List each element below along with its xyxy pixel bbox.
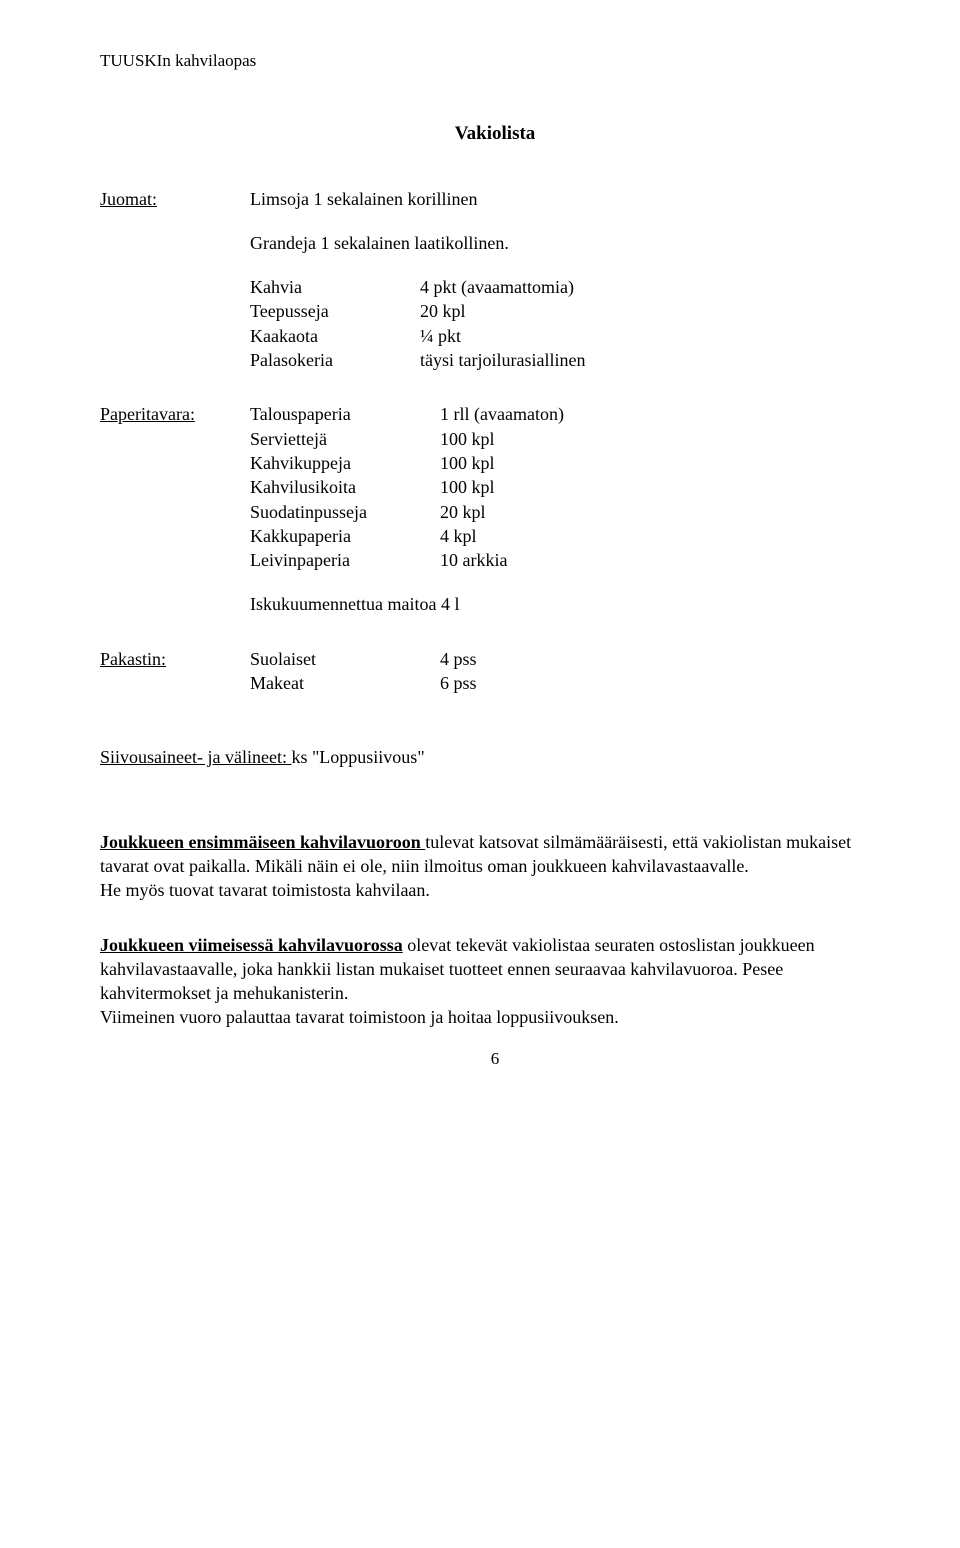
item-qty: 100 kpl bbox=[440, 451, 495, 475]
para2-lead: Joukkueen viimeisessä kahvilavuorossa bbox=[100, 935, 403, 955]
paperitavara-item: Leivinpaperia 10 arkkia bbox=[250, 548, 564, 572]
item-name: Leivinpaperia bbox=[250, 548, 440, 572]
juomat-label: Juomat: bbox=[100, 187, 250, 211]
para1-lead: Joukkueen ensimmäiseen kahvilavuoroon bbox=[100, 832, 425, 852]
section-pakastin: Pakastin: Suolaiset 4 pss Makeat 6 pss bbox=[100, 647, 890, 696]
section-paperitavara: Paperitavara: Talouspaperia 1 rll (avaam… bbox=[100, 402, 890, 616]
paperitavara-item: Kahvikuppeja 100 kpl bbox=[250, 451, 564, 475]
para2-line2: Viimeinen vuoro palauttaa tavarat toimis… bbox=[100, 1007, 619, 1027]
section-siivous: Siivousaineet- ja välineet: ks "Loppusii… bbox=[100, 745, 890, 769]
item-name: Kahvia bbox=[250, 275, 420, 299]
item-name: Kakkupaperia bbox=[250, 524, 440, 548]
paperitavara-item: Talouspaperia 1 rll (avaamaton) bbox=[250, 402, 564, 426]
item-qty: 4 pkt (avaamattomia) bbox=[420, 275, 574, 299]
paperitavara-label: Paperitavara: bbox=[100, 402, 250, 572]
para1-line2: He myös tuovat tavarat toimistosta kahvi… bbox=[100, 880, 430, 900]
item-qty: 20 kpl bbox=[420, 299, 466, 323]
item-qty: 1 rll (avaamaton) bbox=[440, 402, 564, 426]
item-name: Kahvilusikoita bbox=[250, 475, 440, 499]
item-name: Kahvikuppeja bbox=[250, 451, 440, 475]
page-number: 6 bbox=[100, 1048, 890, 1071]
juomat-item: Teepusseja 20 kpl bbox=[250, 299, 890, 323]
item-qty: 20 kpl bbox=[440, 500, 486, 524]
juomat-line2: Grandeja 1 sekalainen laatikollinen. bbox=[250, 231, 890, 255]
paperitavara-item: Suodatinpusseja 20 kpl bbox=[250, 500, 564, 524]
siivous-text: ks "Loppusiivous" bbox=[291, 747, 424, 767]
pakastin-item: Makeat 6 pss bbox=[250, 671, 477, 695]
item-name: Palasokeria bbox=[250, 348, 420, 372]
item-name: Suodatinpusseja bbox=[250, 500, 440, 524]
item-qty: 100 kpl bbox=[440, 427, 495, 451]
page-header: TUUSKIn kahvilaopas bbox=[100, 50, 890, 73]
item-qty: 10 arkkia bbox=[440, 548, 507, 572]
item-name: Teepusseja bbox=[250, 299, 420, 323]
juomat-item: Kahvia 4 pkt (avaamattomia) bbox=[250, 275, 890, 299]
paperitavara-item: Kahvilusikoita 100 kpl bbox=[250, 475, 564, 499]
item-name: Makeat bbox=[250, 671, 440, 695]
pakastin-label: Pakastin: bbox=[100, 647, 250, 696]
juomat-line1: Limsoja 1 sekalainen korillinen bbox=[250, 187, 477, 211]
juomat-item: Palasokeria täysi tarjoilurasiallinen bbox=[250, 348, 890, 372]
item-name: Talouspaperia bbox=[250, 402, 440, 426]
item-qty: ¼ pkt bbox=[420, 324, 461, 348]
item-name: Kaakaota bbox=[250, 324, 420, 348]
item-name: Serviettejä bbox=[250, 427, 440, 451]
item-name: Suolaiset bbox=[250, 647, 440, 671]
item-qty: 4 kpl bbox=[440, 524, 477, 548]
section-juomat: Juomat: Limsoja 1 sekalainen korillinen … bbox=[100, 187, 890, 373]
para-first-shift: Joukkueen ensimmäiseen kahvilavuoroon tu… bbox=[100, 830, 890, 903]
para-last-shift: Joukkueen viimeisessä kahvilavuorossa ol… bbox=[100, 933, 890, 1030]
juomat-item: Kaakaota ¼ pkt bbox=[250, 324, 890, 348]
page-title: Vakiolista bbox=[100, 121, 890, 147]
item-qty: 6 pss bbox=[440, 671, 477, 695]
siivous-label: Siivousaineet- ja välineet: bbox=[100, 747, 291, 767]
item-qty: 4 pss bbox=[440, 647, 477, 671]
paperitavara-item: Serviettejä 100 kpl bbox=[250, 427, 564, 451]
pakastin-item: Suolaiset 4 pss bbox=[250, 647, 477, 671]
paperitavara-extra: Iskukuumennettua maitoa 4 l bbox=[250, 592, 890, 616]
paperitavara-item: Kakkupaperia 4 kpl bbox=[250, 524, 564, 548]
item-qty: 100 kpl bbox=[440, 475, 495, 499]
item-qty: täysi tarjoilurasiallinen bbox=[420, 348, 585, 372]
